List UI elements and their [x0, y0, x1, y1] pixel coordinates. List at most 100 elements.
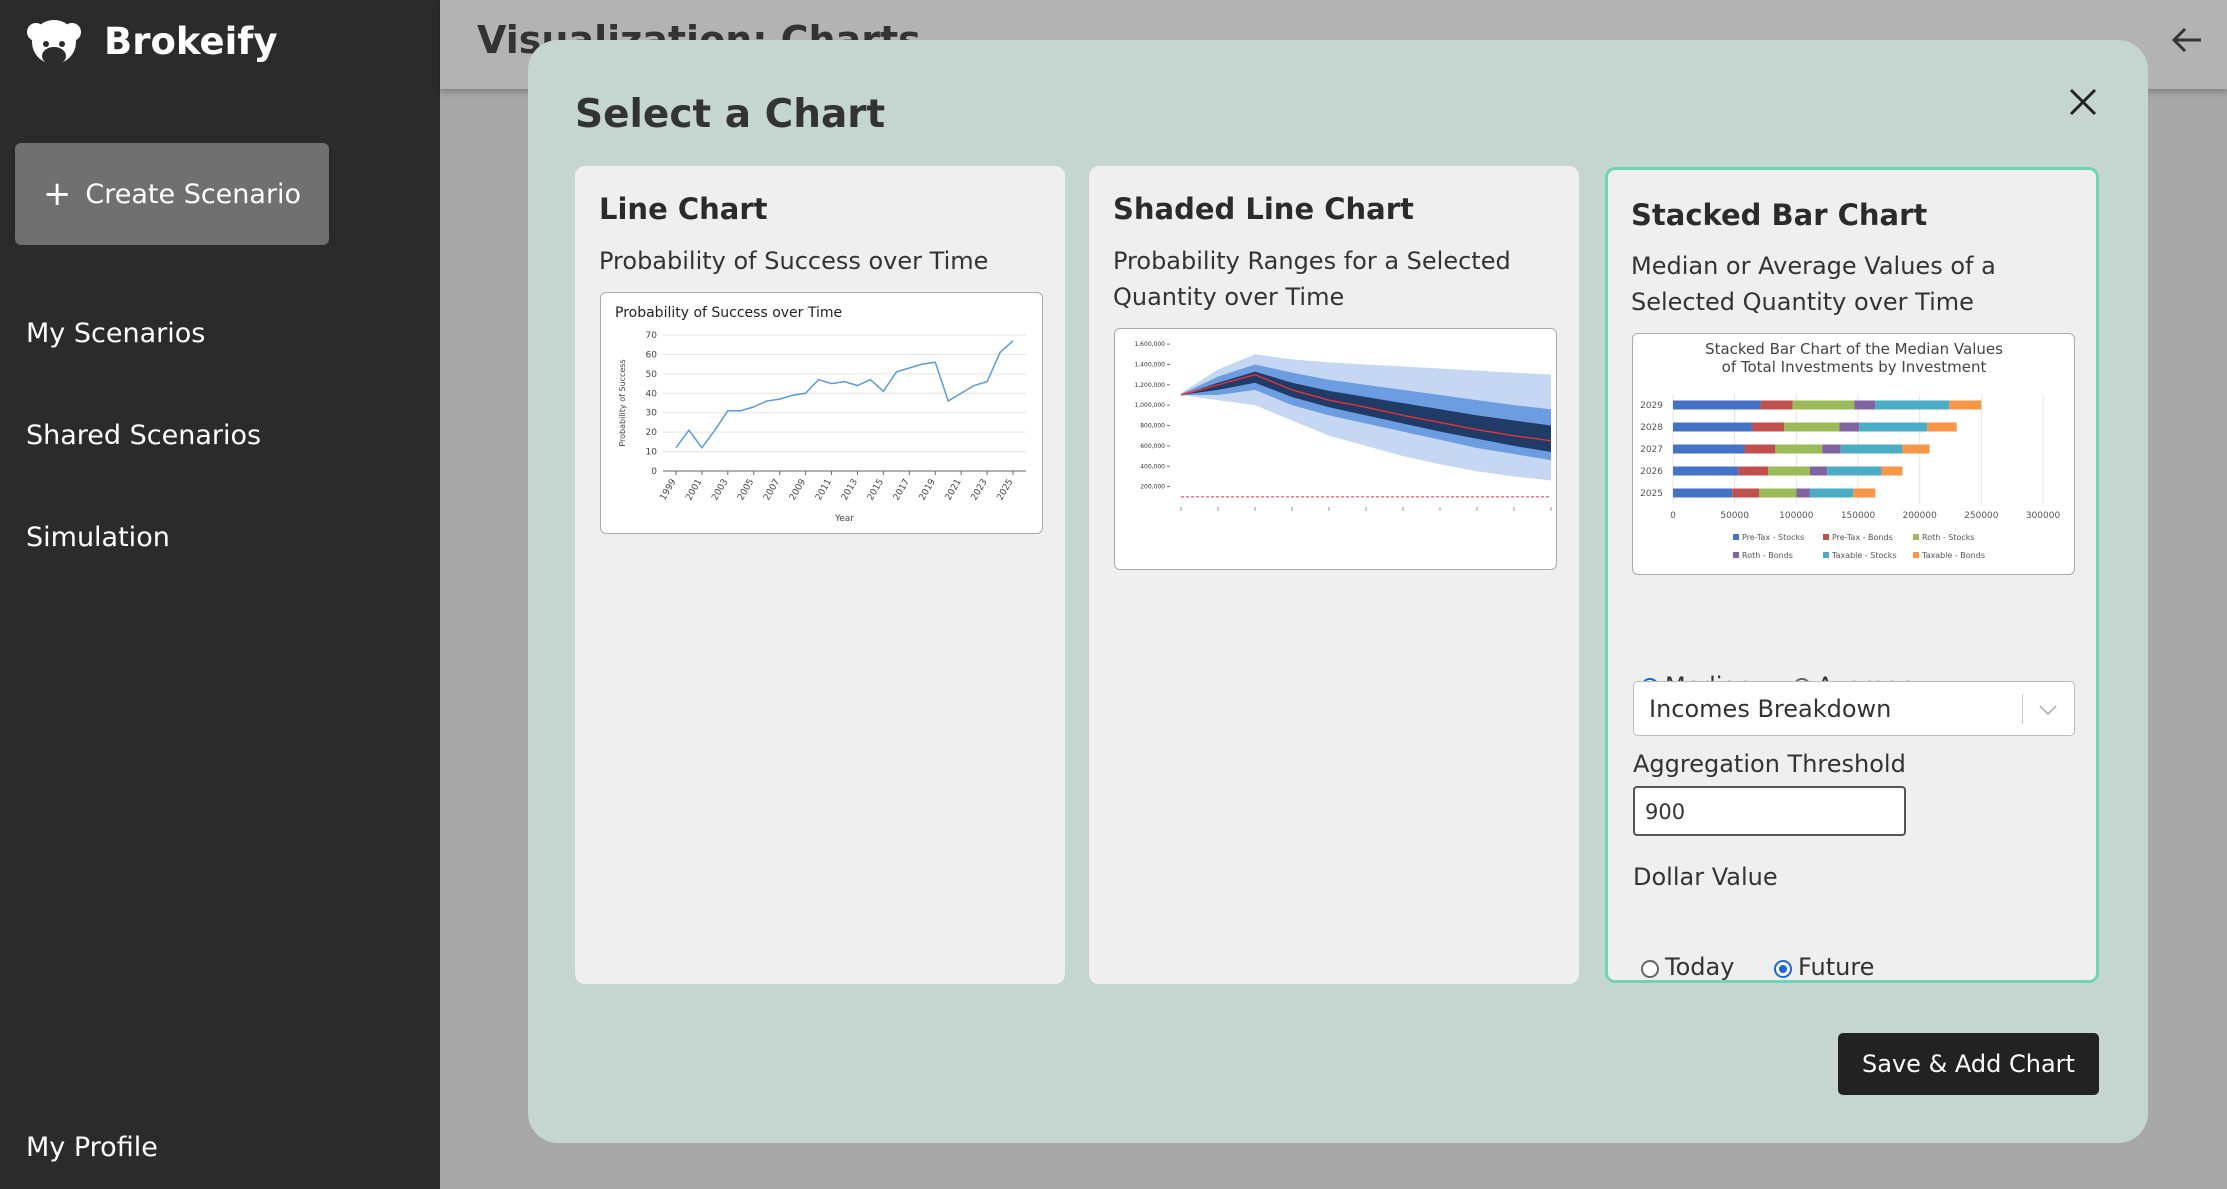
- y-tick-label: 600,000: [1140, 443, 1165, 450]
- modal-title: Select a Chart: [575, 92, 886, 137]
- bar-segment: [1744, 444, 1776, 454]
- thumbnail: Probability of Success over Time 0 10 20 30 4…: [600, 292, 1043, 534]
- legend-swatch: [1913, 552, 1919, 558]
- card-title: Stacked Bar Chart: [1631, 198, 1928, 232]
- bar-segment: [1673, 400, 1761, 410]
- sidebar: Brokeify + Create Scenario My Scenarios S…: [0, 0, 440, 1189]
- card-description: Probability Ranges for a Selected Quanti…: [1113, 247, 1511, 311]
- field-label: Aggregation Threshold: [1633, 750, 1906, 778]
- x-tick-label: 200000: [1902, 511, 1937, 521]
- y-tick-label: 20: [646, 428, 658, 438]
- close-button[interactable]: [2063, 82, 2103, 122]
- legend-swatch: [1823, 552, 1829, 558]
- nav-item[interactable]: My Profile: [26, 1132, 158, 1163]
- nav-item[interactable]: Simulation: [26, 522, 170, 553]
- legend-label: Pre-Tax - Stocks: [1742, 533, 1804, 542]
- card-title: Shaded Line Chart: [1113, 192, 1414, 226]
- quantity-select[interactable]: Incomes Breakdown: [1633, 681, 2075, 736]
- chart-title: of Total Investments by Investment: [1722, 358, 1987, 376]
- y-tick-label: 1,600,000: [1134, 341, 1165, 348]
- radio-label: Future: [1798, 953, 1875, 981]
- chart-card-selected[interactable]: Stacked Bar Chart Median or Average Valu…: [1605, 167, 2099, 983]
- bar-segment: [1949, 400, 1982, 410]
- x-tick-label: 2001: [684, 478, 704, 503]
- bar-segment: [1732, 488, 1760, 498]
- plus-icon: +: [42, 174, 72, 214]
- bar-segment: [1809, 466, 1828, 476]
- nav-item[interactable]: Shared Scenarios: [26, 420, 262, 451]
- y-tick-label: 800,000: [1140, 423, 1165, 430]
- back-button[interactable]: [2167, 20, 2207, 60]
- line-series: [675, 340, 1014, 449]
- y-tick-label: 2025: [1640, 489, 1663, 499]
- x-tick-label: 2013: [840, 478, 860, 503]
- chart-title: Stacked Bar Chart of the Median Values: [1705, 340, 2003, 358]
- y-tick-label: 2029: [1640, 401, 1663, 411]
- y-tick-label: 2028: [1640, 423, 1663, 433]
- bar-segment: [1767, 466, 1810, 476]
- select-value: Incomes Breakdown: [1649, 695, 1892, 723]
- y-tick-label: 50: [646, 370, 658, 380]
- bar-segment: [1738, 466, 1768, 476]
- y-tick-label: 2026: [1640, 467, 1663, 477]
- legend-label: Roth - Stocks: [1922, 533, 1975, 542]
- thumbnail: 200,000 400,000 600,000 800,000 1,000,000 1,2…: [1114, 328, 1557, 570]
- x-tick-label: 2015: [866, 478, 886, 503]
- card-description: Probability of Success over Time: [599, 247, 989, 275]
- bar-segment: [1881, 466, 1903, 476]
- card-description: Median or Average Values of a Selected Q…: [1631, 252, 1996, 316]
- bar-segment: [1673, 466, 1739, 476]
- radio[interactable]: [1641, 960, 1659, 978]
- x-tick-label: 2011: [814, 478, 834, 503]
- bar-segment: [1751, 422, 1784, 432]
- bar-segment: [1902, 444, 1930, 454]
- logo: [27, 20, 81, 65]
- x-tick-label: 150000: [1841, 511, 1876, 521]
- bar-segment: [1809, 488, 1854, 498]
- field-label: Dollar Value: [1633, 863, 1778, 891]
- create-scenario-button[interactable]: + Create Scenario: [15, 143, 329, 245]
- card-title: Line Chart: [599, 192, 768, 226]
- bar-segment: [1759, 488, 1797, 498]
- legend-label: Taxable - Stocks: [1831, 551, 1897, 560]
- chart-card[interactable]: Shaded Line Chart Probability Ranges for…: [1089, 166, 1579, 984]
- bar-segment: [1840, 444, 1903, 454]
- threshold-input[interactable]: 900: [1633, 786, 1906, 836]
- y-tick-label: 400,000: [1140, 463, 1165, 470]
- y-tick-label: 2027: [1640, 445, 1663, 455]
- radio[interactable]: [1774, 960, 1792, 978]
- save-button[interactable]: Save & Add Chart: [1838, 1033, 2099, 1095]
- x-tick-label: 2021: [944, 478, 964, 503]
- bar-segment: [1673, 422, 1752, 432]
- y-tick-label: 10: [646, 448, 658, 458]
- median-line: [1180, 373, 1552, 442]
- chart-card[interactable]: Line Chart Probability of Success over T…: [575, 166, 1065, 984]
- band: [1181, 371, 1551, 453]
- x-tick-label: 50000: [1720, 511, 1749, 521]
- x-tick-label: 1999: [658, 477, 678, 502]
- bar-segment: [1792, 400, 1855, 410]
- legend-label: Pre-Tax - Bonds: [1832, 533, 1893, 542]
- bar-segment: [1854, 400, 1876, 410]
- bar-segment: [1927, 422, 1957, 432]
- chevron: [2039, 705, 2057, 716]
- bar-segment: [1859, 422, 1928, 432]
- y-tick-label: 0: [651, 467, 657, 477]
- x-tick-label: 100000: [1779, 511, 1814, 521]
- chart-title: Probability of Success over Time: [615, 305, 842, 321]
- nav-item[interactable]: My Scenarios: [26, 318, 206, 349]
- modal: Select a Chart Line Chart Probability of…: [528, 40, 2148, 1143]
- y-tick-label: 1,000,000: [1134, 402, 1165, 409]
- bar-segment: [1760, 400, 1793, 410]
- bar-segment: [1775, 444, 1823, 454]
- bar-segment: [1853, 488, 1876, 498]
- x-tick-label: 2003: [710, 478, 730, 503]
- x-tick-label: 2005: [736, 478, 756, 503]
- legend-swatch: [1823, 534, 1829, 540]
- y-tick-label: 1,200,000: [1134, 382, 1165, 389]
- bar-segment: [1827, 466, 1882, 476]
- thumbnail: Stacked Bar Chart of the Median Valuesof…: [1632, 333, 2075, 575]
- button-label: Create Scenario: [85, 178, 302, 210]
- bar-segment: [1673, 444, 1745, 454]
